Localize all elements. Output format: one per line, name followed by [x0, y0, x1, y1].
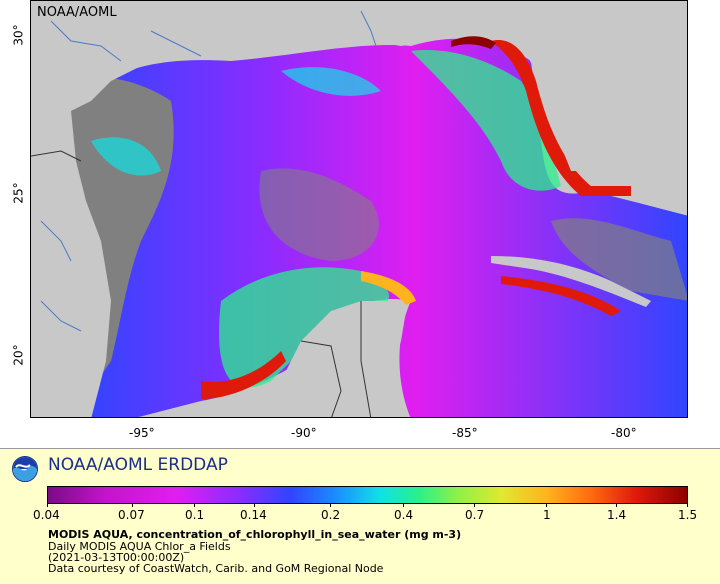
land-cuba [491, 256, 651, 307]
colorbar-label-2: 0.1 [185, 508, 205, 522]
y-tick-30: 30° [11, 24, 26, 46]
colorbar-tick [194, 503, 195, 507]
legend-line-1: Daily MODIS AQUA Chlor_a Fields [48, 540, 231, 553]
colorbar-label-4: 0.2 [321, 508, 341, 522]
map-credit-label: NOAA/AOML [37, 5, 117, 20]
land-mexico [31, 111, 111, 417]
colorbar-tick [616, 503, 617, 507]
colorbar-label-1: 0.07 [118, 508, 145, 522]
colorbar-tick [546, 503, 547, 507]
plume-campeche [219, 267, 390, 388]
colorbar-label-5: 0.4 [394, 508, 414, 522]
legend-title: MODIS AQUA, concentration_of_chlorophyll… [48, 528, 462, 541]
land-us-south [31, 1, 687, 171]
colorbar [47, 486, 688, 504]
plume-west [91, 137, 161, 176]
colorbar-label-8: 1.4 [607, 508, 627, 522]
plume-north [281, 67, 381, 96]
x-tick-85: -85° [452, 426, 478, 440]
colorbar-tick [254, 503, 255, 507]
land-florida-tip [591, 101, 687, 171]
colorbar-tick [687, 503, 688, 507]
colorbar-label-0: 0.04 [33, 508, 60, 522]
brand-title: NOAA/AOML ERDDAP [48, 455, 228, 475]
legend-panel [0, 448, 720, 584]
y-tick-25: 25° [11, 182, 26, 204]
map-area[interactable]: NOAA/AOML [30, 0, 688, 418]
coast-yucatan-red [361, 271, 416, 305]
colorbar-tick [47, 503, 48, 507]
colorbar-tick [132, 503, 133, 507]
nodata-east [551, 218, 687, 301]
legend-line-3: Data courtesy of CoastWatch, Carib. and … [48, 562, 384, 575]
chlorophyll-map [31, 1, 687, 417]
x-tick-95: -95° [129, 426, 155, 440]
coast-florida-red [491, 40, 631, 197]
colorbar-tick [474, 503, 475, 507]
x-tick-80: -80° [611, 426, 637, 440]
coast-cuba-red [501, 276, 621, 316]
y-tick-20: 20° [11, 344, 26, 366]
colorbar-label-6: 0.7 [465, 508, 485, 522]
coast-campeche-red [201, 351, 286, 399]
plume-florida [411, 50, 561, 191]
colorbar-label-3: 0.14 [240, 508, 267, 522]
legend-line-2: (2021-03-13T00:00:00Z) [48, 551, 185, 564]
noaa-logo-icon [12, 456, 38, 482]
coast-north-red [451, 36, 496, 49]
colorbar-label-9: 1.5 [678, 508, 698, 522]
nodata-central [259, 168, 379, 261]
colorbar-tick [330, 503, 331, 507]
colorbar-label-7: 1 [543, 508, 551, 522]
colorbar-tick [403, 503, 404, 507]
x-tick-90: -90° [291, 426, 317, 440]
